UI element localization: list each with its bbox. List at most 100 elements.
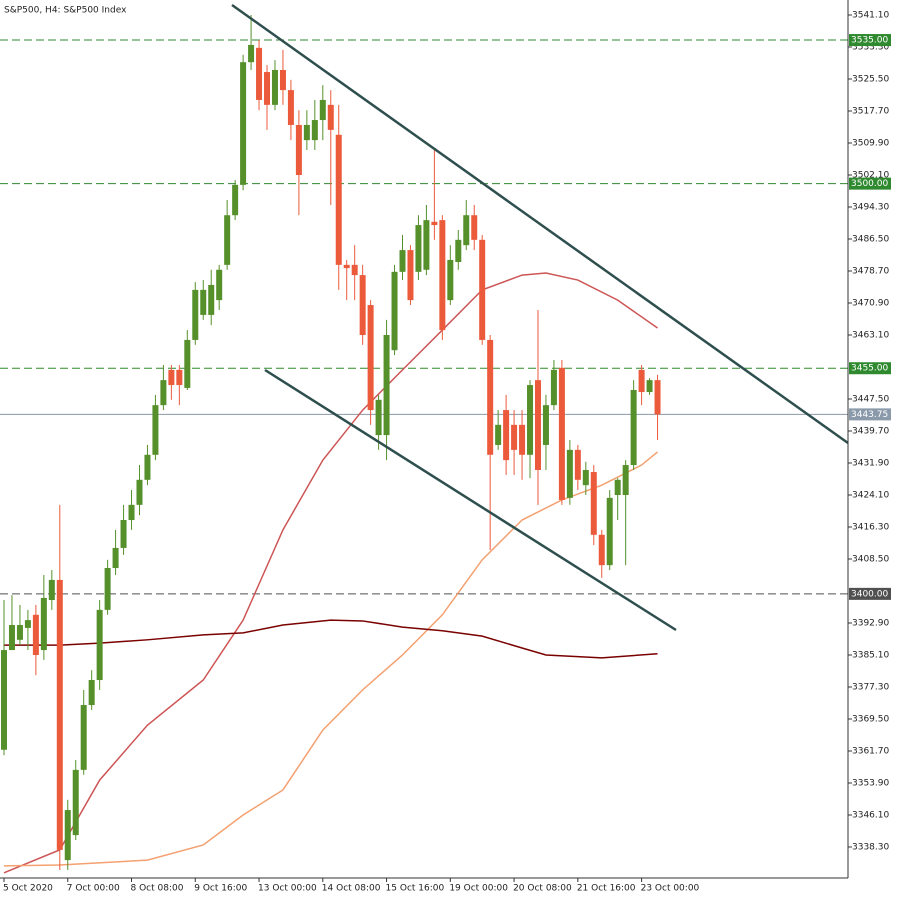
price-label: 3443.75	[851, 410, 888, 420]
candle-body	[511, 424, 518, 450]
candle-body	[455, 239, 462, 262]
candle-body	[415, 225, 422, 272]
candle-body	[399, 250, 406, 272]
candle-body	[495, 424, 502, 445]
candle-body	[48, 579, 55, 601]
candle-body	[192, 289, 199, 340]
y-tick-label: 3338.30	[852, 842, 889, 852]
candle-body	[279, 69, 286, 91]
candle-body	[32, 614, 39, 655]
candle-body	[431, 221, 438, 226]
candle-body	[144, 454, 151, 480]
candle-body	[56, 579, 63, 850]
y-tick-label: 3517.70	[852, 107, 889, 117]
candle-body	[160, 380, 167, 406]
candle-body	[16, 625, 23, 640]
candle-body	[439, 220, 446, 331]
candle-body	[343, 264, 350, 269]
chart-title: S&P500, H4: S&P500 Index	[4, 6, 127, 16]
candle-body	[264, 72, 271, 105]
candle-body	[335, 134, 342, 265]
x-tick-label: 5 Oct 2020	[3, 884, 53, 894]
candle-body	[216, 269, 223, 301]
candle-body	[40, 597, 47, 651]
x-tick-label: 15 Oct 16:00	[386, 884, 445, 894]
candle-body	[479, 239, 486, 340]
y-tick-label: 3431.90	[852, 458, 889, 468]
x-tick-label: 9 Oct 16:00	[194, 884, 247, 894]
y-tick-label: 3463.10	[852, 331, 889, 341]
candle-body	[407, 250, 414, 301]
candle-body	[256, 47, 263, 100]
y-tick-label: 3509.90	[852, 139, 889, 149]
candle-body	[184, 339, 191, 388]
y-tick-label: 3346.10	[852, 810, 889, 820]
x-tick-label: 21 Oct 16:00	[577, 884, 636, 894]
x-tick-label: 14 Oct 08:00	[322, 884, 381, 894]
y-tick-label: 3353.90	[852, 778, 889, 788]
candle-body	[24, 620, 31, 628]
candle-body	[248, 44, 255, 63]
candle-body	[463, 215, 470, 246]
candle-body	[96, 609, 103, 681]
candle-body	[200, 289, 207, 315]
candle-body	[152, 405, 159, 455]
x-tick-label: 20 Oct 08:00	[513, 884, 572, 894]
candle-body	[1, 650, 7, 750]
candle-body	[614, 479, 621, 495]
moving-average	[3, 272, 658, 874]
candle-body	[104, 568, 111, 610]
candle-body	[574, 449, 581, 480]
candle-body	[136, 479, 143, 505]
candle-body	[383, 335, 390, 436]
y-tick-label: 3385.10	[852, 650, 889, 660]
candle-body	[112, 547, 119, 569]
price-label-box	[849, 34, 891, 47]
y-tick-label: 3377.30	[852, 682, 889, 692]
candle-body	[224, 215, 231, 265]
candle-body	[64, 810, 71, 861]
y-tick-label: 3424.10	[852, 490, 889, 500]
axes: 3541.10 3533.30 3525.50 3517.70 3509.90 3502.…	[3, 11, 891, 894]
candle-body	[423, 220, 430, 270]
y-tick-label: 3525.50	[852, 75, 889, 85]
candle-body	[232, 184, 239, 216]
candle-body	[303, 124, 310, 141]
y-tick-label: 3502.10	[852, 171, 889, 181]
candle-body	[550, 369, 557, 406]
plot-area	[0, 15, 848, 874]
candle-body	[630, 389, 637, 466]
price-label-box	[849, 362, 891, 375]
candle-body	[351, 264, 358, 276]
y-tick-label: 3392.90	[852, 618, 889, 628]
y-tick-label: 3361.70	[852, 746, 889, 756]
y-tick-label: 3470.90	[852, 299, 889, 309]
price-label-box	[849, 587, 891, 600]
x-tick-label: 13 Oct 00:00	[258, 884, 317, 894]
price-label-box	[849, 177, 891, 190]
candle-body	[598, 534, 605, 566]
candle-body	[622, 465, 629, 495]
candle-body	[287, 90, 294, 125]
candle-body	[646, 380, 653, 393]
trend-line	[231, 3, 849, 445]
candle-body	[558, 367, 565, 500]
candle-body	[654, 380, 661, 415]
candle-body	[527, 385, 534, 455]
price-label: 3535.00	[851, 36, 888, 46]
x-tick-label: 7 Oct 00:00	[67, 884, 120, 894]
y-tick-label: 3541.10	[852, 11, 889, 21]
moving-average	[3, 451, 659, 867]
candle-body	[375, 399, 382, 436]
candle-body	[88, 680, 95, 706]
candle-body	[542, 405, 549, 445]
candle-body	[534, 380, 541, 470]
trend-line	[264, 368, 677, 632]
candle-body	[582, 469, 589, 486]
candle-body	[519, 424, 526, 455]
candle-body	[295, 124, 302, 176]
candle-body	[359, 275, 366, 336]
candle-body	[271, 69, 278, 105]
candle-body	[487, 339, 494, 455]
y-tick-label: 3416.30	[852, 522, 889, 532]
